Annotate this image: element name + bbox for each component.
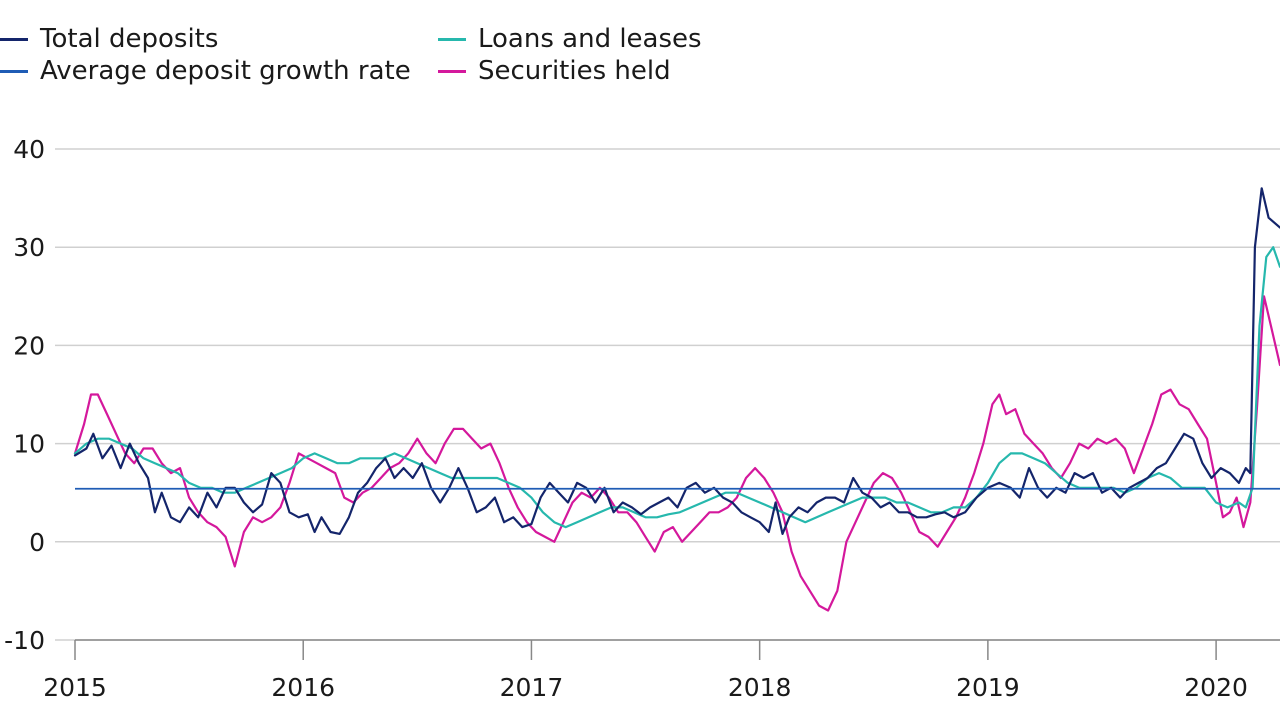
x-tick-label-0: 2015 [43, 673, 107, 702]
y-tick-label-0: 40 [13, 135, 45, 164]
x-tick-label-2: 2017 [500, 673, 564, 702]
series-layer [73, 187, 1280, 612]
x-tick-label-5: 2020 [1184, 673, 1248, 702]
legend-item-loans: Loans and leases [438, 24, 702, 54]
y-tick-label-4: 0 [29, 528, 45, 557]
legend-label-total-deposits: Total deposits [40, 24, 219, 54]
grid-lines [55, 148, 1280, 641]
series-line-loans [73, 246, 1280, 529]
legend-label-securities: Securities held [478, 56, 671, 86]
legend-swatch-securities [438, 69, 466, 73]
y-axis-labels: 40 30 20 10 0 -10 [4, 135, 45, 655]
y-tick-label-2: 20 [13, 331, 45, 360]
x-tick-label-1: 2016 [271, 673, 335, 702]
x-tick-label-3: 2018 [728, 673, 792, 702]
legend-label-loans: Loans and leases [478, 24, 702, 54]
series-line-total-deposits [73, 187, 1280, 535]
legend-item-average-rate: Average deposit growth rate [0, 56, 411, 86]
legend-item-securities: Securities held [438, 56, 671, 86]
x-tick-label-4: 2019 [956, 673, 1020, 702]
legend-item-total-deposits: Total deposits [0, 24, 218, 54]
x-axis [74, 639, 1280, 660]
legend-swatch-average-rate [0, 69, 28, 73]
legend-swatch-total-deposits [0, 37, 28, 41]
y-tick-label-1: 30 [13, 233, 45, 262]
x-axis-labels: 2015 2016 2017 2018 2019 2020 [43, 673, 1248, 702]
series-line-securities [73, 295, 1280, 612]
y-tick-label-5: -10 [4, 626, 45, 655]
legend-swatch-loans [438, 37, 466, 41]
y-tick-label-3: 10 [13, 430, 45, 459]
legend: Total deposits Average deposit growth ra… [0, 22, 760, 92]
legend-label-average-rate: Average deposit growth rate [40, 56, 411, 86]
